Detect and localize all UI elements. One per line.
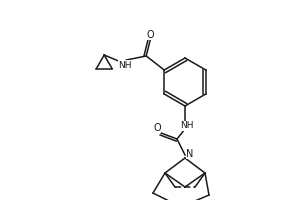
Text: O: O bbox=[153, 123, 161, 133]
Text: O: O bbox=[146, 30, 154, 40]
Text: NH: NH bbox=[118, 60, 132, 70]
Text: NH: NH bbox=[180, 121, 194, 130]
Text: N: N bbox=[186, 149, 194, 159]
